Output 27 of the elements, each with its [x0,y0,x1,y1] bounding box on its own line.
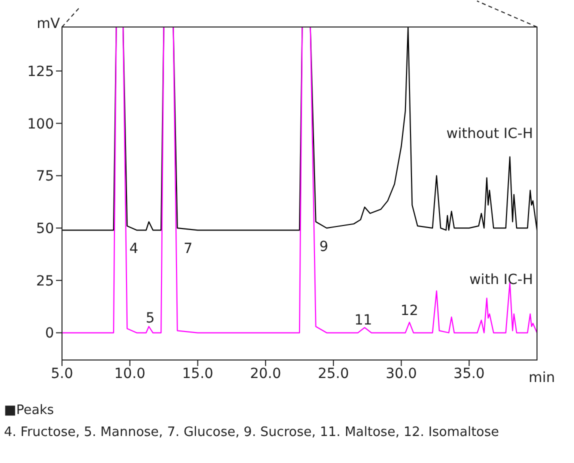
y-tick-label: 50 [36,221,54,238]
x-tick-label: 30.0 [386,366,417,382]
annotation: 4 [129,241,138,258]
x-tick-label: 5.0 [50,366,74,382]
annotation: 7 [184,241,193,258]
x-tick-label: 10.0 [114,366,146,382]
line-series [62,27,537,334]
series-label: with IC-H [469,272,533,288]
x-tick-label: 35.0 [454,366,485,382]
y-axis-title: mV [36,16,60,32]
y-tick-label: 0 [45,326,54,342]
line-series [62,27,537,231]
x-tick-label: 20.0 [250,366,282,382]
x-tick-label: 15.0 [182,366,214,382]
annotation: 12 [400,302,418,319]
annotation: 11 [354,312,372,328]
annotation: 9 [319,239,328,256]
y-tick-label: 25 [36,273,54,290]
text: ■Peaks [4,402,55,420]
series-label: without IC-H [446,126,533,142]
y-tick-label: 125 [27,64,54,80]
x-axis-title: min [528,370,555,386]
text: 4. Fructose, 5. Mannose, 7. Glucose, 9. Sucrose, 11. Maltose, 12. Isomaltose [4,424,500,442]
annotation: 5 [146,310,155,326]
y-tick-label: 100 [27,116,54,132]
y-tick-label: 75 [36,168,54,185]
x-tick-label: 25.0 [318,366,350,382]
